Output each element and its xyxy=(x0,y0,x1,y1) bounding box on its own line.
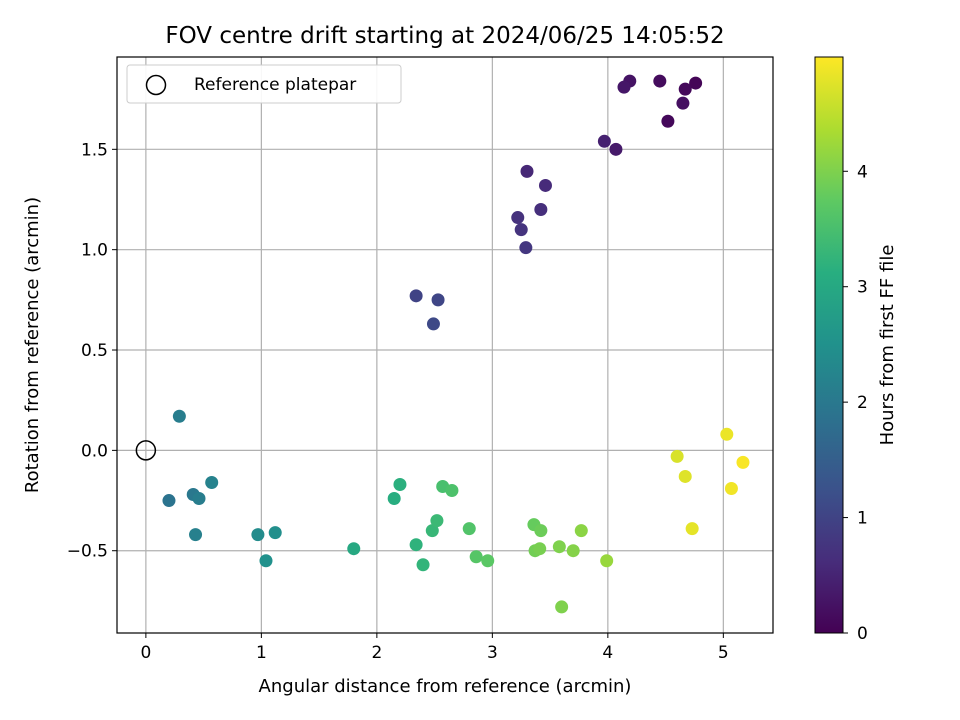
colorbar-tick-label: 3 xyxy=(857,278,868,298)
scatter-point xyxy=(676,96,690,110)
scatter-point xyxy=(534,524,548,538)
colorbar: 0 1 2 3 4 Hours from first FF file xyxy=(814,56,898,644)
y-tick-label: 0.0 xyxy=(81,441,108,461)
reference-marker xyxy=(135,440,157,461)
scatter-point xyxy=(534,203,548,217)
scatter-point xyxy=(520,164,534,178)
scatter-point xyxy=(519,241,533,255)
y-tick-label: 0.5 xyxy=(81,341,108,361)
scatter-point xyxy=(600,554,614,568)
scatter-point xyxy=(552,540,566,554)
x-tick-label: 5 xyxy=(718,643,729,663)
data-points xyxy=(162,74,750,614)
reference-point xyxy=(135,440,157,461)
scatter-point xyxy=(555,600,569,614)
colorbar-tick-label: 2 xyxy=(857,393,868,413)
scatter-point xyxy=(653,74,667,88)
colorbar-tick-label: 4 xyxy=(857,162,868,182)
x-tick-label: 3 xyxy=(487,643,498,663)
scatter-point xyxy=(393,477,407,491)
scatter-point xyxy=(574,524,588,538)
y-axis-ticks: −0.5 0.0 0.5 1.0 1.5 xyxy=(67,140,117,562)
y-axis-label: Rotation from reference (arcmin) xyxy=(22,197,43,493)
y-tick-label: −0.5 xyxy=(67,542,108,562)
scatter-point xyxy=(259,554,273,568)
x-tick-label: 4 xyxy=(602,643,613,663)
scatter-point xyxy=(445,484,459,498)
x-axis-label: Angular distance from reference (arcmin) xyxy=(259,676,632,697)
x-tick-label: 2 xyxy=(371,643,382,663)
scatter-point xyxy=(189,528,203,542)
scatter-point xyxy=(678,469,692,483)
scatter-point xyxy=(597,134,611,148)
scatter-point xyxy=(409,289,423,303)
scatter-point xyxy=(205,475,219,489)
scatter-point xyxy=(511,211,525,225)
scatter-point xyxy=(425,524,439,538)
colorbar-tick-label: 0 xyxy=(857,624,868,644)
scatter-point xyxy=(426,317,440,331)
legend-label: Reference platepar xyxy=(194,75,356,95)
scatter-point xyxy=(430,514,444,528)
scatter-point xyxy=(538,178,552,192)
scatter-point xyxy=(661,114,675,128)
chart-title: FOV centre drift starting at 2024/06/25 … xyxy=(165,23,724,49)
colorbar-frame xyxy=(814,56,844,634)
scatter-point xyxy=(462,522,476,536)
scatter-point xyxy=(678,82,692,96)
scatter-point xyxy=(268,526,282,540)
legend-reference-marker xyxy=(145,74,167,96)
x-tick-label: 1 xyxy=(256,643,267,663)
y-tick-label: 1.0 xyxy=(81,241,108,261)
scatter-point xyxy=(533,542,547,556)
scatter-point xyxy=(251,528,265,542)
scatter-point xyxy=(514,223,528,237)
scatter-point xyxy=(724,481,738,495)
scatter-point xyxy=(566,544,580,558)
colorbar-ticks: 0 1 2 3 4 xyxy=(843,162,868,644)
scatter-point xyxy=(162,494,176,508)
scatter-point xyxy=(172,409,186,423)
legend-box xyxy=(126,64,402,104)
scatter-point xyxy=(347,542,361,556)
scatter-point xyxy=(431,293,445,307)
scatter-point xyxy=(736,455,750,469)
scatter-point xyxy=(720,427,734,441)
colorbar-gradient xyxy=(815,57,843,633)
scatter-point xyxy=(469,550,483,564)
scatter-point xyxy=(481,554,495,568)
scatter-point xyxy=(685,522,699,536)
scatter-point xyxy=(689,76,703,90)
scatter-point xyxy=(409,538,423,552)
scatter-point xyxy=(387,492,401,506)
scatter-point xyxy=(609,142,623,156)
x-axis-ticks: 0 1 2 3 4 5 xyxy=(140,633,729,663)
colorbar-label: Hours from first FF file xyxy=(877,245,898,446)
legend: Reference platepar xyxy=(126,64,402,104)
scatter-point xyxy=(192,492,206,506)
y-tick-label: 1.5 xyxy=(81,140,108,160)
x-tick-label: 0 xyxy=(140,643,151,663)
grid-lines xyxy=(117,57,773,633)
plot-frame xyxy=(116,56,774,634)
scatter-point xyxy=(416,558,430,572)
scatter-point xyxy=(617,80,631,94)
scatter-point xyxy=(670,449,684,463)
colorbar-tick-label: 1 xyxy=(857,509,868,529)
